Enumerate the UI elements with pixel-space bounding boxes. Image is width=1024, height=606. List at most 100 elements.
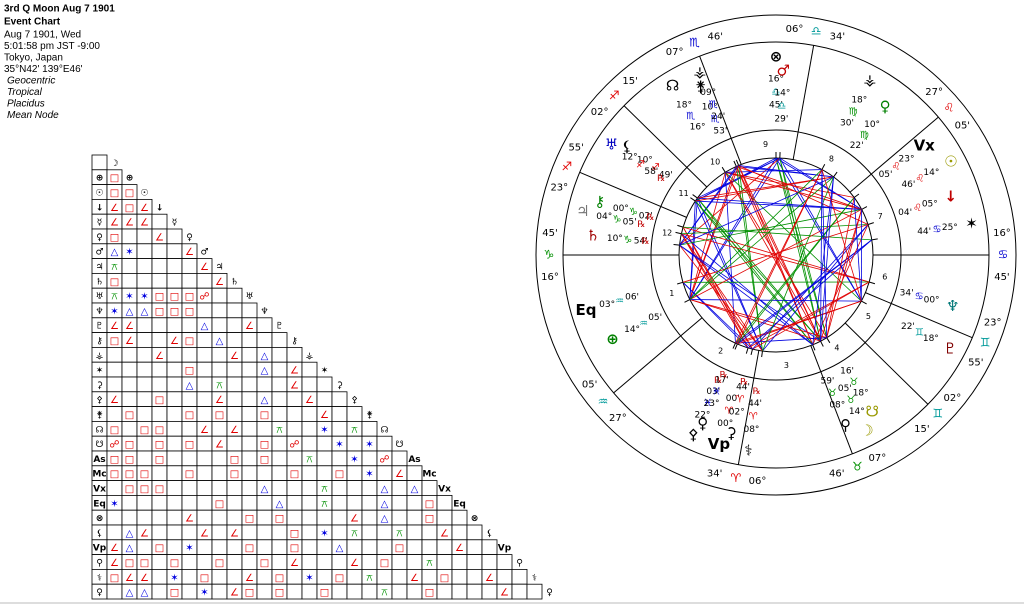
aspect-symbol: □	[185, 366, 194, 377]
grid-cell	[346, 539, 363, 555]
aspect-symbol: □	[185, 410, 194, 421]
grid-cell	[451, 569, 468, 585]
cusp-deg: 27°	[609, 413, 627, 424]
aspect-symbol: □	[275, 573, 284, 584]
aspect-symbol: △	[336, 543, 344, 554]
aspect-line	[695, 157, 781, 202]
aspect-symbol: □	[335, 469, 344, 480]
grid-cell	[346, 435, 363, 452]
grid-cell	[226, 332, 243, 348]
grid-cell	[376, 569, 393, 585]
cusp-deg: 06°	[749, 476, 767, 487]
aspect-symbol: ∠	[125, 573, 134, 584]
grid-cell	[241, 420, 258, 437]
planet-deg: 10°	[864, 120, 880, 130]
aspect-symbol: □	[110, 573, 119, 584]
grid-cell	[211, 509, 228, 526]
planet-sign: ♒	[639, 318, 648, 329]
detail-line: Tokyo, Japan	[4, 53, 63, 64]
grid-cell	[181, 391, 198, 407]
setting-line: Geocentric	[7, 76, 55, 87]
grid-cell	[256, 465, 273, 481]
grid-cell	[226, 361, 243, 378]
grid-cell	[331, 494, 348, 511]
cusp-sign: ♒	[598, 394, 609, 408]
aspect-symbol: □	[215, 499, 224, 510]
planet-tick	[861, 206, 868, 210]
grid-cell	[301, 406, 318, 422]
grid-cell	[436, 509, 453, 526]
aspect-symbol: ∠	[350, 514, 359, 525]
planet-deg: 00°	[924, 296, 940, 306]
grid-cell	[466, 554, 483, 570]
retrograde: ℞	[646, 213, 654, 223]
row-label: ⚳	[96, 381, 103, 391]
aspect-symbol: ∠	[125, 218, 134, 229]
house-number: 8	[829, 154, 834, 163]
aspect-line	[682, 226, 749, 349]
row-label: ⚶	[96, 351, 104, 361]
planet-glyph: ✶	[965, 215, 978, 233]
aspect-line	[820, 169, 823, 342]
grid-cell	[316, 435, 333, 452]
aspect-line	[826, 197, 855, 338]
aspect-symbol: □	[110, 277, 119, 288]
cusp-min: 55'	[968, 358, 983, 369]
planet-min: 06'	[625, 293, 639, 303]
aspect-line	[735, 166, 821, 342]
grid-cell	[121, 228, 138, 245]
aspect-symbol: □	[125, 454, 134, 465]
grid-cell	[226, 376, 243, 393]
grid-cell	[376, 524, 393, 541]
planet-glyph: ♀	[880, 97, 891, 115]
grid-cell	[316, 569, 333, 585]
aspect-line	[735, 166, 814, 345]
aspect-symbol: △	[216, 336, 224, 347]
grid-cell	[436, 539, 453, 555]
planet-sign: ♋	[915, 292, 924, 303]
grid-cell	[136, 346, 153, 363]
grid-cell	[136, 228, 153, 245]
planet-min: 17'	[715, 375, 729, 385]
grid-cell	[121, 346, 138, 363]
aspect-symbol: ✶	[125, 292, 133, 303]
grid-cell	[286, 480, 303, 496]
planet-tick	[833, 171, 838, 178]
house-number: 7	[878, 212, 883, 221]
cusp-deg: 02°	[591, 107, 609, 118]
aspect-line	[752, 281, 870, 350]
cusp-deg: 02°	[944, 393, 962, 404]
planet-tick	[673, 244, 680, 246]
aspect-symbol: ∠	[185, 514, 194, 525]
planet-min: 46'	[901, 180, 915, 190]
grid-cell	[256, 509, 273, 526]
diagonal-label: ⊕	[126, 174, 134, 184]
aspect-symbol: ⚻	[426, 558, 433, 569]
planet-deg: 18°	[851, 95, 867, 105]
aspect-symbol: ☍	[109, 440, 119, 451]
planet-deg: 08°	[829, 400, 845, 410]
aspect-symbol: □	[125, 469, 134, 480]
aspect-line	[826, 209, 863, 338]
grid-cell	[361, 480, 378, 496]
grid-cell	[241, 554, 258, 570]
aspect-line	[682, 226, 753, 350]
aspect-symbol: ☍	[289, 440, 299, 451]
row-label: Mc	[92, 470, 106, 480]
aspect-symbol: △	[381, 484, 389, 495]
grid-cell	[241, 465, 258, 481]
grid-cell	[391, 583, 408, 600]
planet-glyph: ↓	[944, 188, 957, 206]
title: 3rd Q Moon Aug 7 1901	[4, 4, 115, 15]
cusp-deg: 27°	[925, 87, 943, 98]
planet-tick	[871, 238, 878, 241]
planet-tick	[677, 224, 684, 228]
grid-cell	[331, 480, 348, 496]
subtitle: Event Chart	[4, 17, 61, 28]
diagonal-label: ⚶	[306, 351, 314, 361]
row-label: ♅	[95, 292, 103, 302]
grid-cell	[271, 554, 288, 570]
planet-deg: 23°	[704, 399, 720, 409]
planet-tick	[677, 281, 684, 285]
diagonal-label: Vp	[498, 544, 512, 554]
